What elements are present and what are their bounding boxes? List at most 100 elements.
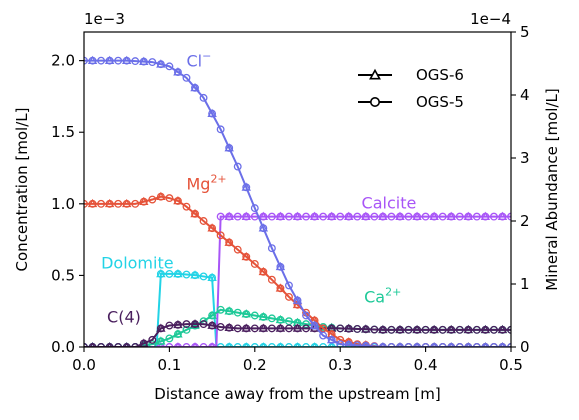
ogs5-marker-cl [84,56,88,65]
y-right-axis-label: Mineral Abundance [mol/L] [543,88,561,290]
ogs5-marker-calcite [233,212,242,221]
ogs5-marker-c4 [148,335,157,344]
ogs5-marker-calcite [285,212,293,221]
ogs5-marker-cl [285,281,293,290]
ogs6-marker-cl [362,340,370,347]
ogs5-marker-c4 [489,325,498,334]
plot-layer [79,31,516,352]
ogs5-marker-calcite [507,212,511,221]
ogs5-marker-calcite [370,212,379,221]
ogs5-marker-c4 [387,325,396,334]
ogs5-marker-mg [84,199,88,208]
ogs5-marker-cl [216,125,225,134]
ogs5-marker-dolomite [285,343,293,347]
ogs5-marker-c4 [216,323,225,331]
ogs6-marker-calcite [326,211,337,220]
ogs6-marker-mg [241,251,251,261]
ogs5-marker-ca [250,311,259,320]
y-left-tick-label: 0.0 [51,338,75,356]
ogs6-marker-c4 [156,323,166,332]
y-left-axis-label: Concentration [mol/L] [13,108,31,272]
series-line-dolomite [84,272,511,347]
x-tick-label: 0.0 [72,356,96,374]
y-left-tick-label: 1.5 [51,123,75,141]
ogs5-marker-mg [131,199,140,208]
ogs6-marker-c4 [446,324,456,334]
ogs5-marker-mg [97,199,106,208]
ogs5-marker-c4 [302,324,310,333]
ogs6-marker-calcite [309,211,320,220]
ogs5-marker-calcite [404,212,413,221]
ogs6-marker-c4 [173,319,183,329]
ogs5-marker-cl [114,56,123,65]
ogs6-marker-mg [173,196,183,205]
ogs6-marker-cl [224,143,234,152]
ogs6-marker-c4 [224,322,234,332]
ogs5-marker-c4 [182,320,191,329]
ogs6-marker-mg [275,283,286,292]
ogs5-marker-c4 [507,325,511,334]
ogs6-marker-calcite [292,211,303,220]
ogs5-marker-dolomite [165,269,174,278]
y-left-tick-label: 0.5 [51,266,75,284]
plot-frame [83,31,512,348]
ogs5-marker-mg [216,231,225,240]
ogs5-marker-calcite [336,212,345,221]
ogs5-marker-mg [285,292,293,301]
legend-marker-ogs5 [369,97,380,108]
ogs5-marker-mg [199,217,208,225]
ogs6-marker-c4 [292,323,303,332]
series-line-calcite [84,215,511,347]
ogs5-marker-calcite [472,212,481,221]
ogs5-marker-mg [182,202,191,211]
y-right-exponent: 1e−4 [470,10,511,28]
ogs6-marker-c4 [378,324,388,334]
ogs6-marker-mg [139,196,149,206]
ogs5-marker-cl [353,341,362,347]
annotation-dolomite: Dolomite [101,253,174,272]
ogs5-marker-c4 [455,325,464,334]
y-right-tick-label: 2 [520,212,530,230]
ogs5-marker-ca [216,305,225,314]
annotation-calcite: Calcite [362,193,417,212]
ogs6-marker-c4 [412,324,422,334]
ogs5-marker-c4 [336,324,345,333]
y-left-tick-label: 1.0 [51,195,75,213]
annotation-ca: Ca2+ [364,286,401,307]
ogs6-marker-mg [156,191,166,201]
ogs5-marker-c4 [267,324,276,333]
ogs6-marker-calcite [275,211,286,220]
ogs6-marker-cl [309,320,320,329]
ogs6-marker-dolomite [207,272,217,282]
ogs5-marker-cl [455,343,464,347]
ogs5-marker-c4 [421,325,430,334]
ogs5-marker-calcite [387,212,396,221]
ogs6-marker-calcite [429,211,439,220]
ogs6-marker-cl [104,55,115,64]
ogs6-marker-dolomite [173,269,183,278]
y-left-tick-label: 2.0 [51,52,75,70]
ogs6-marker-cl [173,67,183,76]
annotation-cl: Cl− [186,49,211,70]
ogs6-marker-cl [121,55,132,64]
ogs6-marker-calcite [241,211,251,220]
ogs6-marker-calcite [412,211,422,220]
ogs5-marker-cl [131,57,140,66]
ogs5-marker-calcite [199,343,208,347]
ogs5-marker-calcite [319,212,328,221]
ogs5-marker-c4 [233,324,242,333]
legend-marker-ogs6 [369,68,381,80]
ogs5-marker-cl [336,340,345,347]
ogs6-marker-mg [121,198,132,208]
ogs5-marker-c4 [438,325,447,334]
ogs6-marker-calcite [378,211,388,220]
y-right-tick-label: 4 [520,86,530,104]
ogs6-marker-cl [190,82,200,92]
ogs6-marker-cl [258,223,269,232]
ogs6-marker-ca [207,310,217,319]
ogs6-marker-ca [258,312,269,321]
ogs5-marker-cl [165,62,174,71]
ogs5-marker-calcite [421,212,430,221]
ogs6-marker-ca [275,314,286,324]
ogs5-marker-cl [199,93,208,102]
